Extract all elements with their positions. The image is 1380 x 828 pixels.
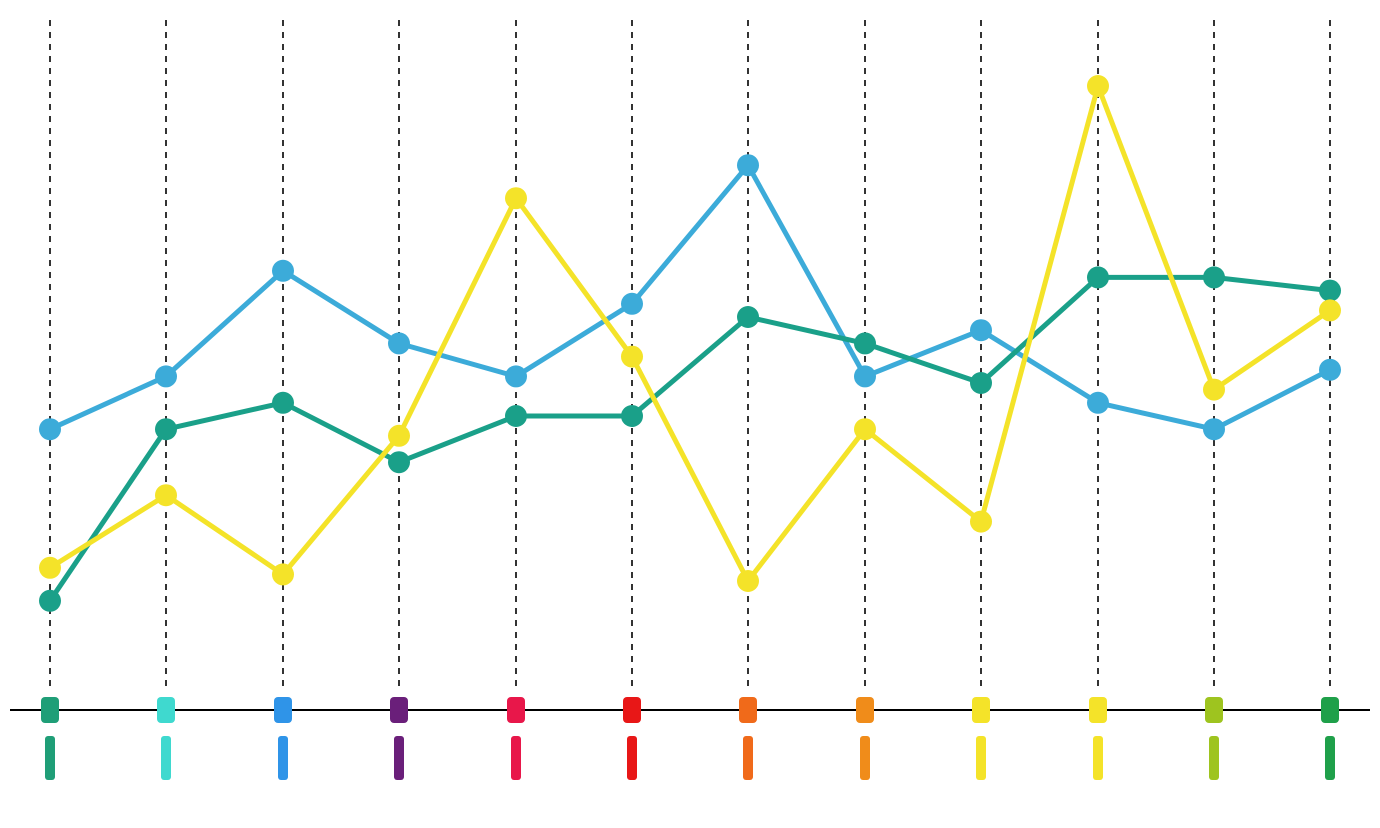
category-bar-8 [976,736,986,780]
category-bar-7 [860,736,870,780]
series-blue [39,154,1341,440]
category-tick-11 [1321,697,1339,723]
category-bar-6 [743,736,753,780]
series-blue-point-7 [854,365,876,387]
series-blue-point-6 [737,154,759,176]
category-tick-7 [856,697,874,723]
category-bar-1 [161,736,171,780]
series-yellow-point-11 [1319,299,1341,321]
series-yellow-point-8 [970,511,992,533]
series-blue-point-5 [621,293,643,315]
series-group [39,75,1341,612]
series-blue-point-9 [1087,392,1109,414]
series-teal-point-9 [1087,266,1109,288]
series-blue-point-4 [505,365,527,387]
series-blue-point-8 [970,319,992,341]
category-tick-9 [1089,697,1107,723]
category-tick-1 [157,697,175,723]
series-blue-point-0 [39,418,61,440]
series-yellow-point-3 [388,425,410,447]
series-teal-point-1 [155,418,177,440]
series-teal-point-4 [505,405,527,427]
series-teal-point-7 [854,332,876,354]
series-yellow-point-5 [621,346,643,368]
series-teal-point-6 [737,306,759,328]
series-blue-point-2 [272,260,294,282]
series-yellow-point-2 [272,563,294,585]
series-yellow-point-9 [1087,75,1109,97]
series-teal-point-0 [39,590,61,612]
series-yellow-point-7 [854,418,876,440]
category-tick-0 [41,697,59,723]
series-teal-point-10 [1203,266,1225,288]
series-teal-point-8 [970,372,992,394]
category-bar-4 [511,736,521,780]
series-teal [39,266,1341,611]
series-teal-point-11 [1319,280,1341,302]
category-bar-11 [1325,736,1335,780]
series-teal-line [50,277,1330,600]
category-bar-2 [278,736,288,780]
series-yellow-line [50,86,1330,581]
category-tick-6 [739,697,757,723]
category-tick-4 [507,697,525,723]
category-bar-3 [394,736,404,780]
series-teal-point-2 [272,392,294,414]
category-tick-5 [623,697,641,723]
category-bar-9 [1093,736,1103,780]
series-yellow-point-4 [505,187,527,209]
category-tick-3 [390,697,408,723]
series-yellow-point-0 [39,557,61,579]
series-blue-point-3 [388,332,410,354]
series-yellow-point-1 [155,484,177,506]
series-yellow-point-10 [1203,379,1225,401]
series-yellow [39,75,1341,592]
gridlines [50,20,1330,690]
series-yellow-point-6 [737,570,759,592]
category-bar-10 [1209,736,1219,780]
series-blue-point-1 [155,365,177,387]
series-blue-line [50,165,1330,429]
category-bar-5 [627,736,637,780]
series-blue-point-10 [1203,418,1225,440]
multi-line-chart [0,0,1380,828]
series-blue-point-11 [1319,359,1341,381]
series-teal-point-3 [388,451,410,473]
series-teal-point-5 [621,405,643,427]
category-bar-0 [45,736,55,780]
category-tick-8 [972,697,990,723]
category-tick-10 [1205,697,1223,723]
category-tick-2 [274,697,292,723]
